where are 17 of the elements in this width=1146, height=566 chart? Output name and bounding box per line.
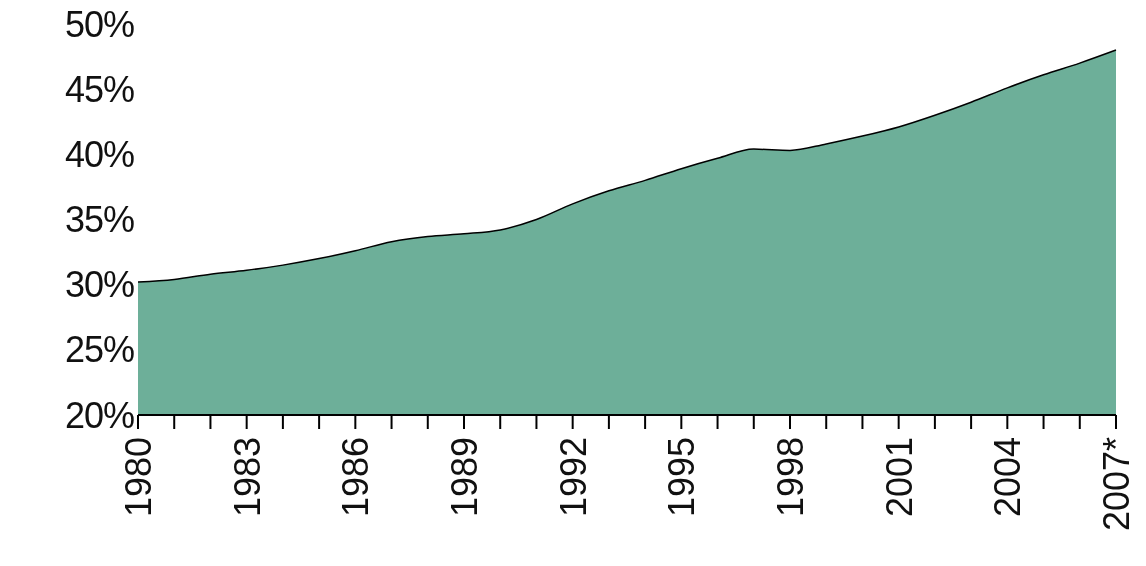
y-tick-label: 35% — [64, 199, 134, 241]
x-tick-label: 1998 — [770, 437, 811, 518]
x-tick-label: 1983 — [226, 437, 268, 518]
y-tick-label: 40% — [64, 133, 134, 175]
x-tick-label: 2004 — [987, 437, 1029, 518]
x-tick-label: 1995 — [661, 437, 703, 518]
x-tick-label: 1986 — [335, 437, 377, 518]
x-tick-label: 1992 — [552, 437, 594, 518]
y-tick-label: 50% — [64, 3, 134, 45]
y-tick-label: 30% — [64, 264, 134, 306]
x-tick-label: 1980 — [118, 437, 159, 518]
y-tick-label: 20% — [64, 394, 134, 436]
x-tick-label: 1989 — [444, 437, 485, 518]
y-tick-label: 25% — [64, 329, 134, 371]
y-tick-label: 45% — [64, 68, 134, 110]
x-tick-label: 2001 — [878, 437, 920, 518]
x-tick-label: 2007* — [1096, 437, 1137, 532]
